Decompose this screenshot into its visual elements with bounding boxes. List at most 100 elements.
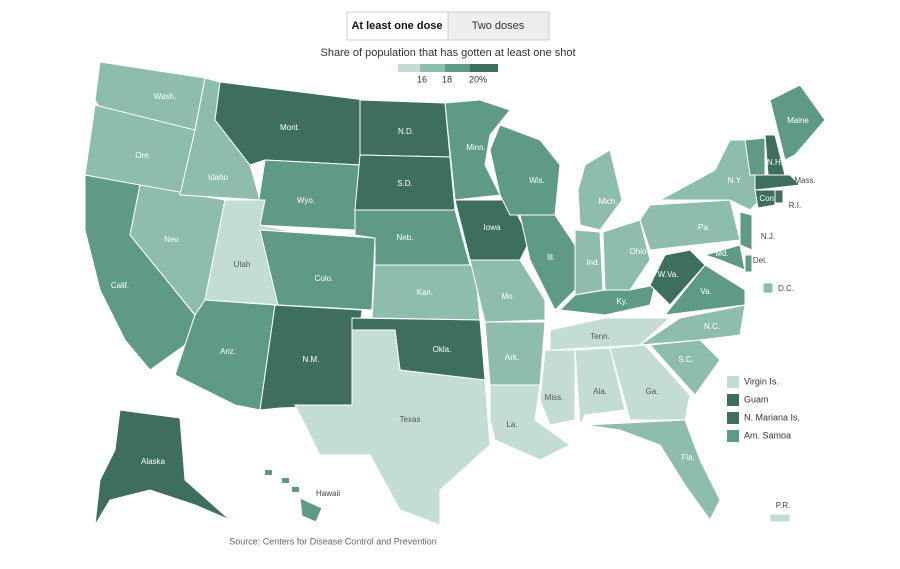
state-label: N.H. bbox=[767, 158, 783, 167]
territory-label: Am. Samoa bbox=[744, 430, 791, 440]
state-label: Tenn. bbox=[590, 332, 610, 341]
state-label: N.C. bbox=[704, 322, 720, 331]
state-label: Ala. bbox=[593, 387, 607, 396]
state bbox=[769, 84, 826, 161]
state bbox=[577, 149, 623, 231]
state bbox=[774, 189, 784, 204]
state bbox=[574, 347, 626, 427]
territory-swatch bbox=[727, 376, 739, 388]
state-label: Ore. bbox=[135, 151, 151, 160]
state bbox=[558, 284, 656, 316]
state-label: Del. bbox=[753, 256, 767, 265]
state bbox=[254, 159, 361, 231]
state bbox=[739, 211, 753, 251]
state-label: Ky. bbox=[617, 297, 628, 306]
state-label: Wyo. bbox=[297, 196, 315, 205]
state-label: Nev. bbox=[164, 235, 180, 244]
state bbox=[754, 189, 776, 209]
state-label: Ill. bbox=[547, 253, 555, 262]
state bbox=[769, 513, 791, 523]
state-label: N.M. bbox=[303, 355, 320, 364]
state bbox=[659, 139, 761, 211]
state bbox=[294, 329, 491, 526]
state-label: Neb. bbox=[397, 233, 414, 242]
state-label: Maine bbox=[787, 116, 809, 125]
state bbox=[539, 349, 576, 426]
state-label: Minn. bbox=[466, 143, 486, 152]
state-label: Texas bbox=[400, 415, 421, 424]
state bbox=[94, 409, 231, 526]
legend-swatch bbox=[445, 64, 470, 72]
legend-title: Share of population that has gotten at l… bbox=[320, 47, 575, 59]
legend-tick: 20% bbox=[469, 74, 487, 84]
state bbox=[602, 219, 651, 291]
state-label: S.D. bbox=[397, 179, 413, 188]
tab-active[interactable] bbox=[346, 11, 449, 41]
state-label: N.D. bbox=[398, 127, 414, 136]
territory-swatch bbox=[727, 430, 739, 442]
territory-swatch bbox=[727, 412, 739, 424]
state bbox=[584, 419, 721, 521]
state bbox=[762, 282, 774, 294]
legend-swatch bbox=[420, 64, 445, 72]
state bbox=[299, 497, 323, 523]
source: Source: Centers for Disease Control and … bbox=[229, 536, 437, 546]
state-label: Ariz. bbox=[220, 347, 236, 356]
legend-tick: 18 bbox=[442, 74, 452, 84]
tab[interactable] bbox=[447, 11, 550, 41]
state-label: Kan. bbox=[417, 288, 433, 297]
territory-label: Guam bbox=[744, 394, 769, 404]
state-label: Ark. bbox=[505, 353, 519, 362]
state bbox=[444, 99, 511, 201]
state bbox=[639, 199, 741, 251]
state-label: Ohio bbox=[630, 247, 647, 256]
state-label: Hawaii bbox=[316, 489, 340, 498]
state-label: P.R. bbox=[776, 501, 791, 510]
state-label: Mont. bbox=[280, 123, 300, 132]
state bbox=[638, 304, 746, 346]
state-label: Pa. bbox=[698, 223, 710, 232]
tab-label[interactable]: At least one dose bbox=[351, 20, 442, 32]
state-label: Va. bbox=[700, 287, 711, 296]
state bbox=[489, 384, 571, 461]
legend-swatch bbox=[470, 64, 498, 72]
state-label: Wis. bbox=[529, 176, 545, 185]
state bbox=[259, 229, 376, 311]
state bbox=[663, 264, 746, 316]
state-label: Calif. bbox=[111, 281, 129, 290]
state bbox=[469, 259, 546, 323]
island bbox=[292, 487, 299, 492]
legend-tick: 16 bbox=[417, 74, 427, 84]
state-label: D.C. bbox=[778, 284, 794, 293]
island bbox=[282, 478, 289, 483]
state-label: W.Va. bbox=[658, 270, 679, 279]
state-label: Miss. bbox=[545, 393, 564, 402]
state bbox=[754, 174, 802, 191]
state-label: Wash. bbox=[154, 92, 176, 101]
state bbox=[649, 249, 706, 306]
territory-label: N. Mariana Is. bbox=[744, 412, 800, 422]
tab-label[interactable]: Two doses bbox=[472, 20, 525, 32]
state-label: Idaho bbox=[208, 173, 229, 182]
state-label: S.C. bbox=[678, 355, 694, 364]
state-label: Utah bbox=[234, 260, 251, 269]
state-label: N.J. bbox=[761, 232, 775, 241]
island bbox=[265, 470, 272, 475]
state-label: Fla. bbox=[681, 453, 694, 462]
state-label: Conn. bbox=[759, 194, 780, 203]
state-label: La. bbox=[506, 420, 517, 429]
territory-swatch bbox=[727, 394, 739, 406]
state-label: Okla. bbox=[433, 345, 452, 354]
state-label: Mo. bbox=[501, 292, 514, 301]
state-label: Md. bbox=[715, 249, 728, 258]
state-label: Alaska bbox=[141, 457, 166, 466]
state-label: Ind. bbox=[586, 258, 599, 267]
state bbox=[744, 254, 753, 273]
state-label: Mass. bbox=[794, 176, 815, 185]
state-label: R.I. bbox=[789, 201, 801, 210]
state-label: Colo. bbox=[315, 274, 334, 283]
state-label: Iowa bbox=[484, 223, 501, 232]
state-label: Vt. bbox=[750, 127, 760, 136]
legend-swatch bbox=[398, 64, 420, 72]
